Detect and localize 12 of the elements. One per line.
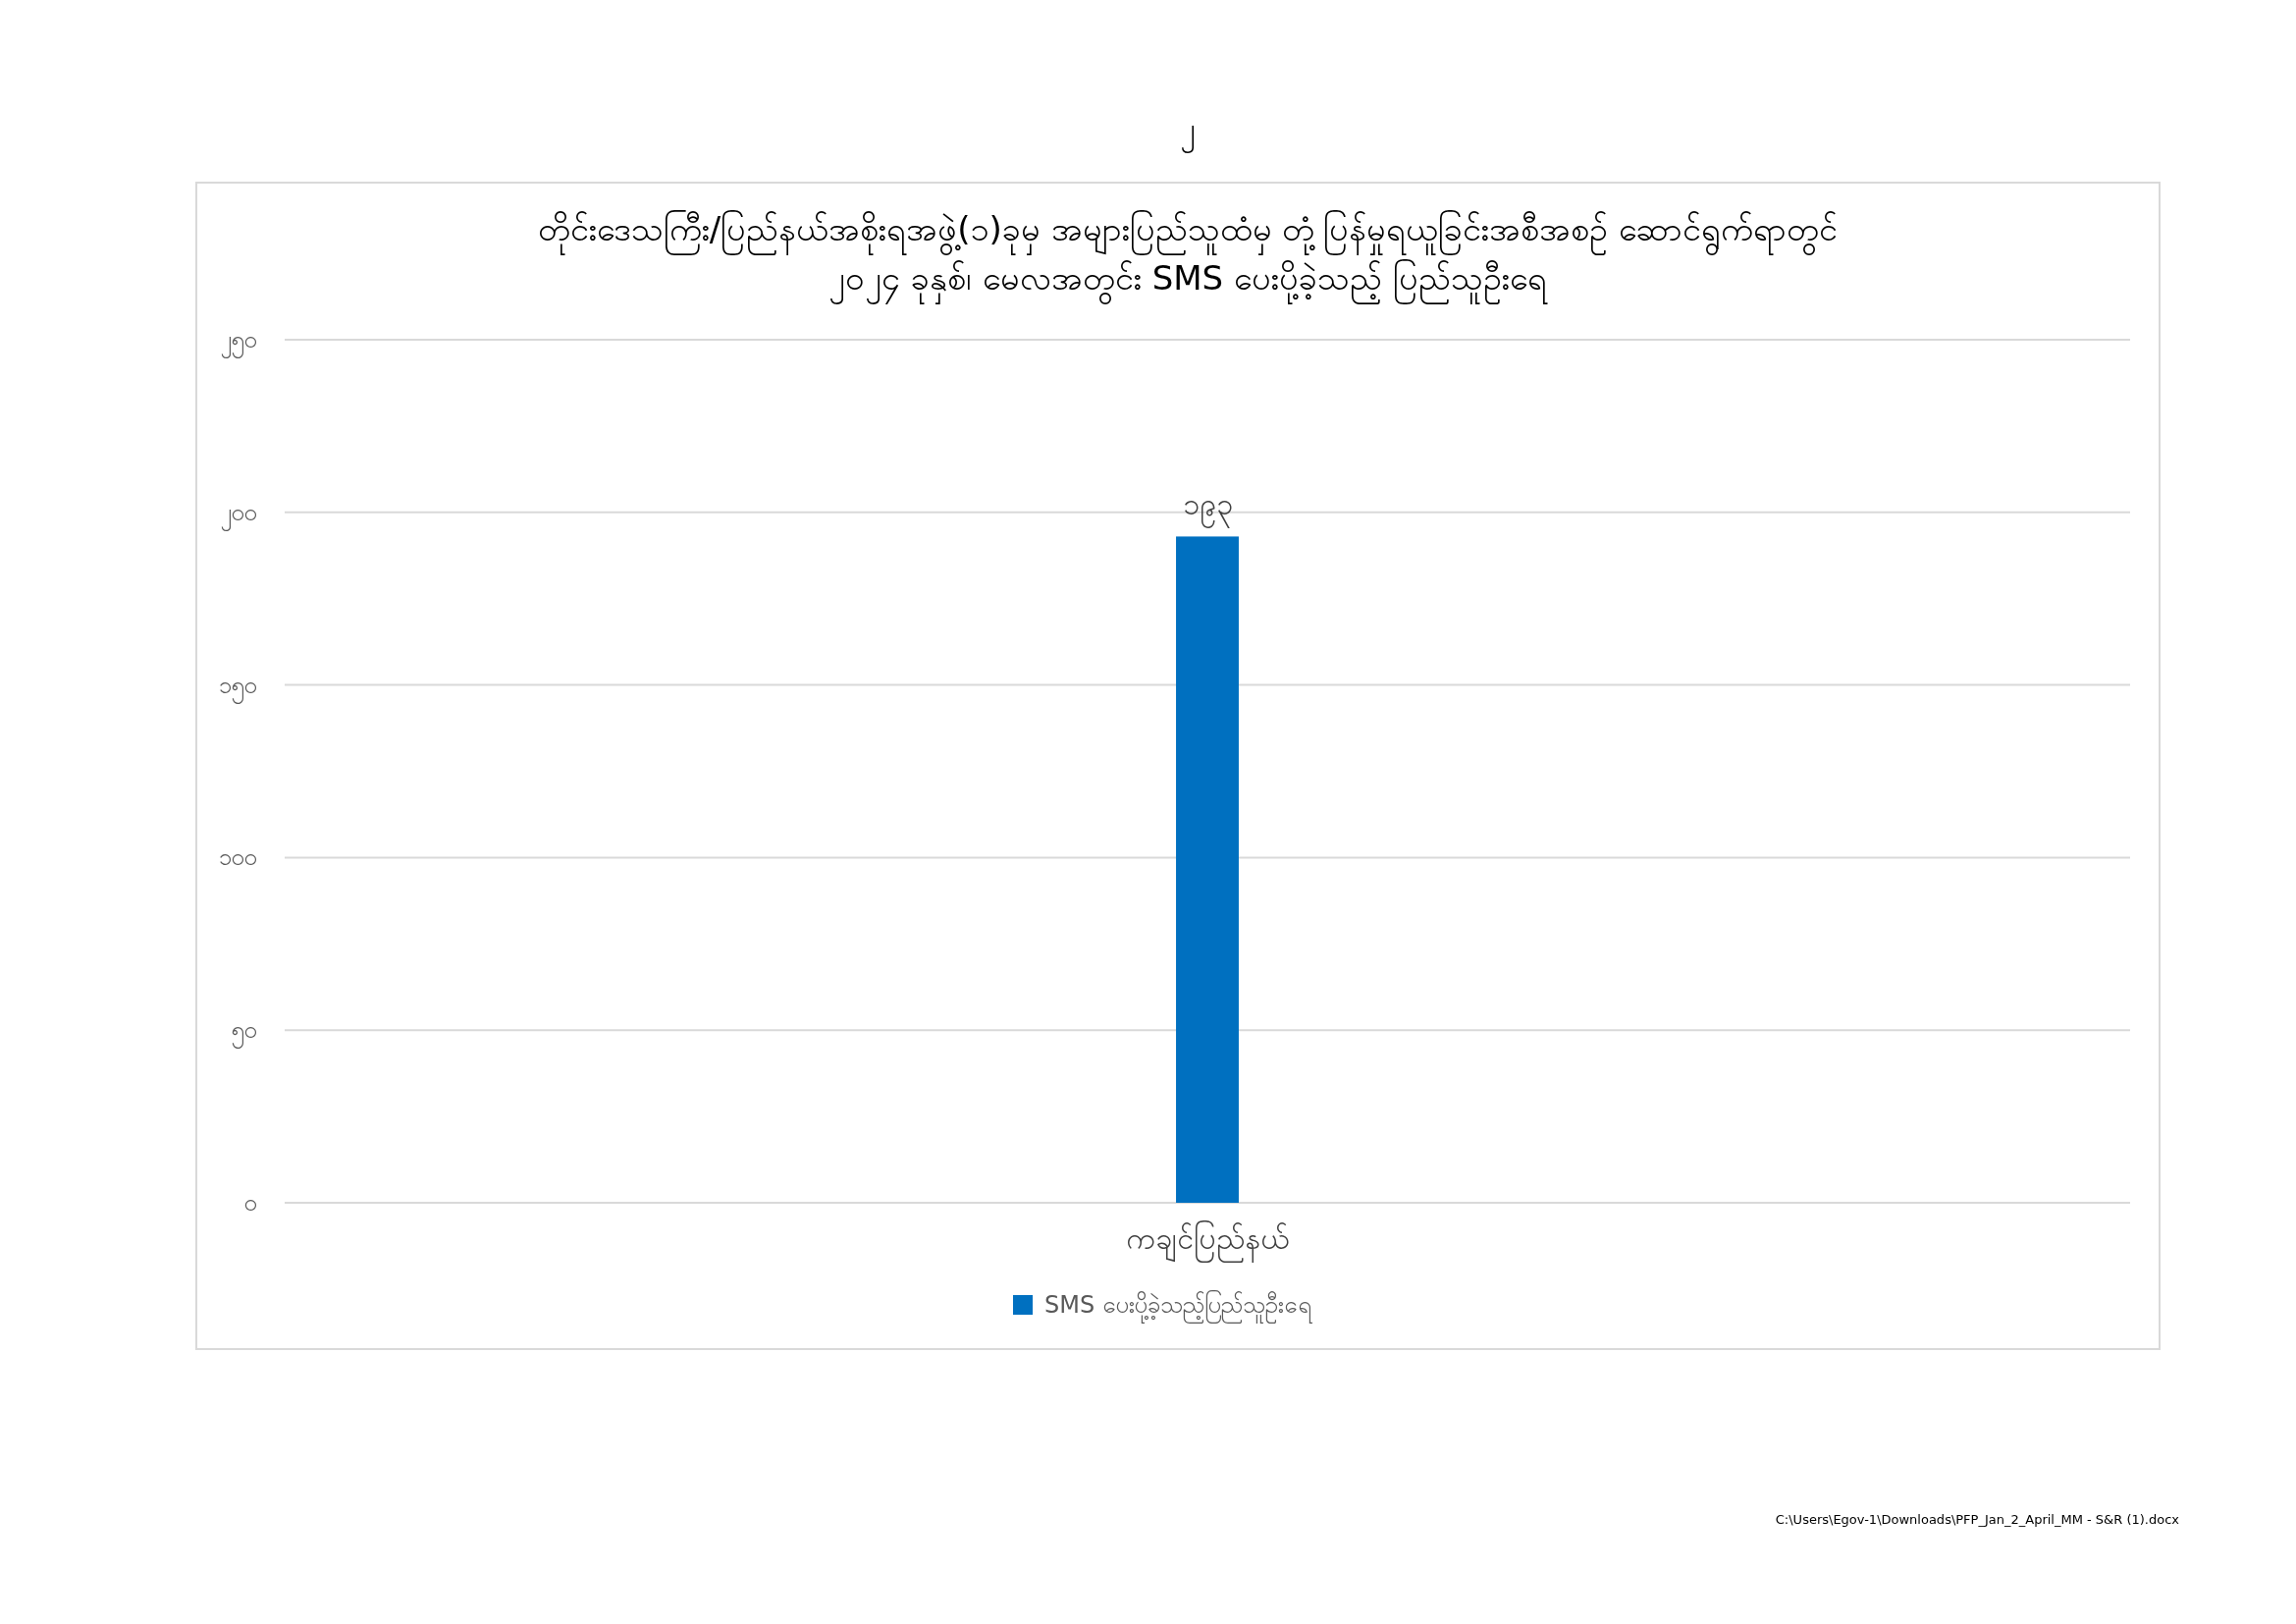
text: C:\Users\Egov-1\Downloads\PFP_Jan_2_April_MM - S&R (1).docx <box>1775 1512 2180 1527</box>
x-tick-label: ကချင်ပြည်နယ် <box>1125 1220 1290 1263</box>
y-tick-label: ၁၅၀ <box>219 671 257 704</box>
data-label: ၁၉၃ <box>1182 487 1233 529</box>
text: ၂ <box>1180 110 1196 153</box>
chart-title: တိုင်းဒေသကြီး/ပြည်နယ်အစိုးရအဖွဲ့(၁)ခုမှ အများပြည်သူထံမှ တုံ့ပြန်မှုရယူခြင်းအစီအစဉ် ဆောင်ရွက်ရာတွင် ၂၀၂၄ ခုနှစ်၊ မေလအတွင်း SMS ပေးပို့ခဲ့သည့် ပြည်သူဦးရေ <box>537 209 1839 304</box>
y-tick-label: ၂၀၀ <box>221 498 257 531</box>
y-tick-label: ၀ <box>244 1189 257 1217</box>
y-tick-label: ၁၀၀ <box>219 843 257 872</box>
y-tick-label: ၅၀ <box>232 1016 257 1050</box>
legend-label: SMS ပေးပို့ခဲ့သည့်ပြည်သူဦးရေ <box>1044 1289 1312 1324</box>
y-tick-label: ၂၅၀ <box>221 326 257 358</box>
